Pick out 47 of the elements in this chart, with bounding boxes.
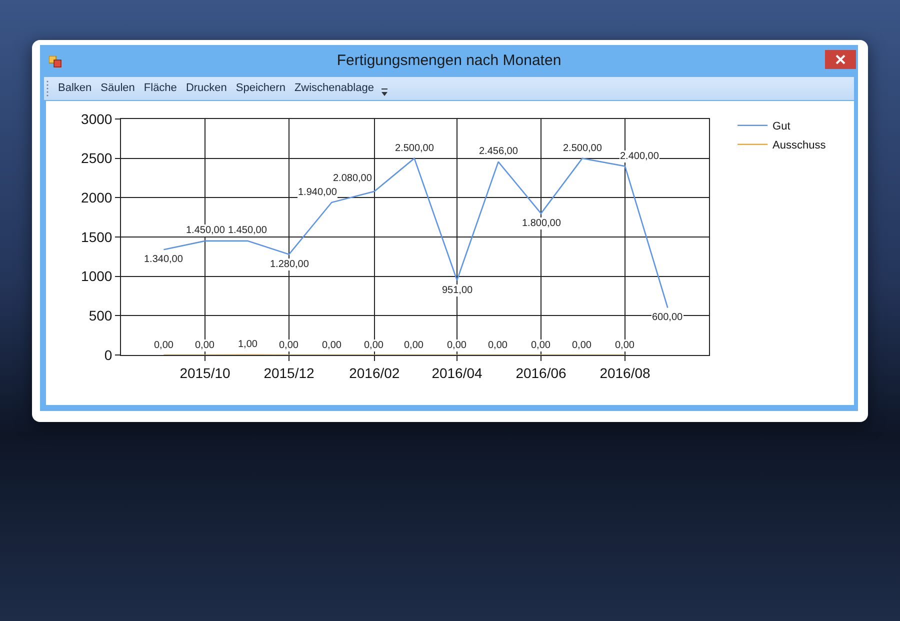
data-label: 2.500,00 — [563, 143, 602, 154]
data-label: 0,00 — [531, 340, 551, 351]
data-label: 0,00 — [322, 340, 342, 351]
data-label: 1.450,00 — [186, 225, 226, 236]
data-label: 0,00 — [279, 340, 299, 351]
data-label: 0,00 — [364, 340, 384, 351]
data-label: 0,00 — [195, 340, 215, 351]
text: Zwischenablage — [294, 82, 374, 94]
text: Säulen — [100, 82, 135, 94]
data-label: 0,00 — [447, 340, 467, 351]
y-tick-label: 1000 — [81, 268, 112, 284]
text: Balken — [58, 82, 92, 94]
data-label: 1.340,00 — [144, 254, 184, 265]
data-label: 2.456,00 — [479, 146, 518, 157]
data-label: 2.400,00 — [620, 151, 660, 162]
data-label: 1.450,00 — [228, 225, 268, 236]
data-label: 0,00 — [404, 340, 424, 351]
legend-label: Gut — [772, 120, 790, 133]
data-label: 2.080,00 — [333, 173, 372, 184]
data-label: 1.800,00 — [522, 218, 562, 229]
y-tick-label: 500 — [88, 308, 112, 324]
data-label: 1.280,00 — [270, 259, 310, 270]
x-tick-label: 2016/08 — [600, 364, 651, 381]
data-label: 2.500,00 — [395, 143, 434, 154]
y-tick-label: 1500 — [81, 228, 112, 245]
y-tick-label: 3000 — [81, 110, 112, 127]
data-label: 1.940,00 — [298, 187, 338, 198]
text: Speichern — [236, 82, 286, 94]
x-tick-label: 2016/02 — [349, 364, 400, 381]
legend-label: Ausschuss — [772, 140, 826, 152]
data-label: 600,00 — [652, 312, 684, 323]
data-label: 951,00 — [442, 285, 474, 296]
data-label: 0,00 — [488, 340, 508, 351]
y-tick-label: 2000 — [81, 190, 112, 206]
x-tick-label: 2016/06 — [516, 364, 567, 381]
y-tick-label: 2500 — [81, 150, 112, 166]
text: Drucken — [186, 82, 227, 94]
data-label: 1,00 — [238, 339, 258, 350]
data-label: 0,00 — [572, 340, 592, 351]
y-tick-label: 0 — [104, 346, 112, 363]
data-label: 0,00 — [615, 340, 635, 351]
x-tick-label: 2015/10 — [180, 364, 231, 381]
x-tick-label: 2015/12 — [264, 364, 315, 381]
chart-title: Fertigungsmengen nach Monaten — [336, 51, 562, 71]
text: Fläche — [144, 82, 177, 94]
x-tick-label: 2016/04 — [432, 364, 483, 381]
data-label: 0,00 — [154, 340, 174, 351]
